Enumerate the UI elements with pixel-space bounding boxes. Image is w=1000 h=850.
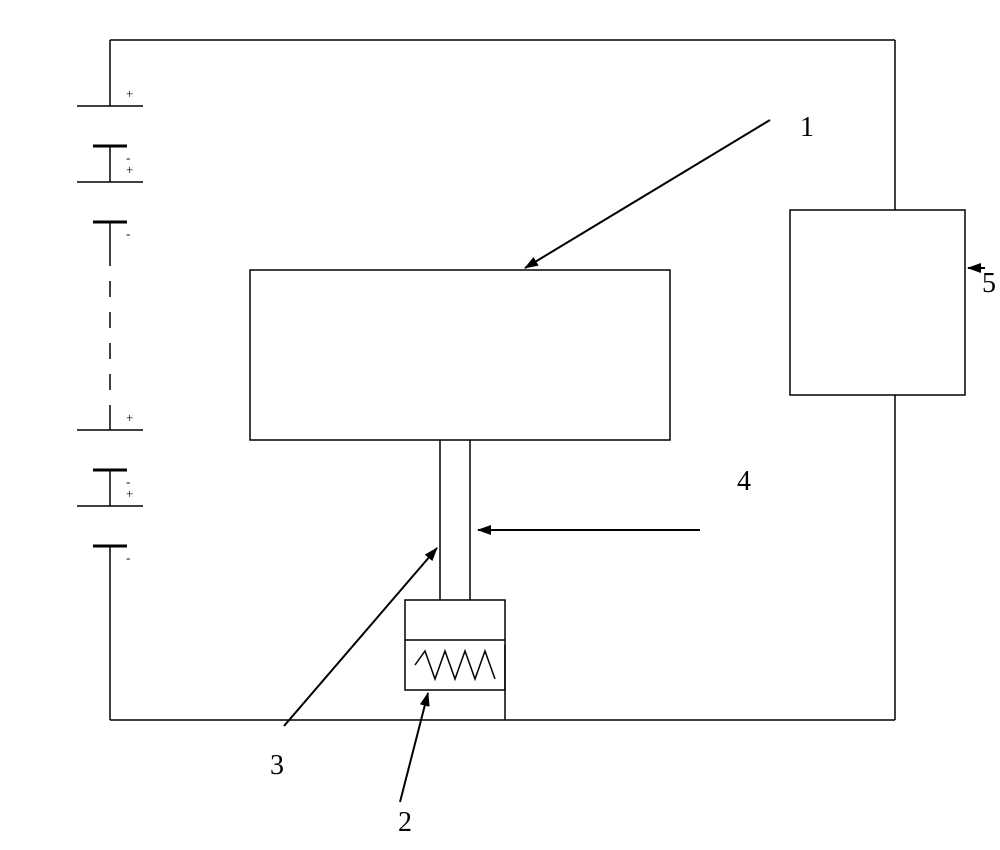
circuit-svg bbox=[0, 0, 1000, 850]
label-4: 4 bbox=[737, 466, 751, 498]
label-3: 3 bbox=[270, 750, 284, 782]
cell3-plus: + bbox=[126, 410, 133, 426]
diagram-container: + - + - + - + - 1 5 4 3 2 bbox=[0, 0, 1000, 850]
cell2-plus: + bbox=[126, 162, 133, 178]
cell2-minus: - bbox=[126, 226, 130, 242]
label-5: 5 bbox=[982, 268, 996, 300]
cell4-minus: - bbox=[126, 550, 130, 566]
cell1-plus: + bbox=[126, 86, 133, 102]
cell4-plus: + bbox=[126, 486, 133, 502]
label-2: 2 bbox=[398, 807, 412, 839]
label-1: 1 bbox=[800, 112, 814, 144]
